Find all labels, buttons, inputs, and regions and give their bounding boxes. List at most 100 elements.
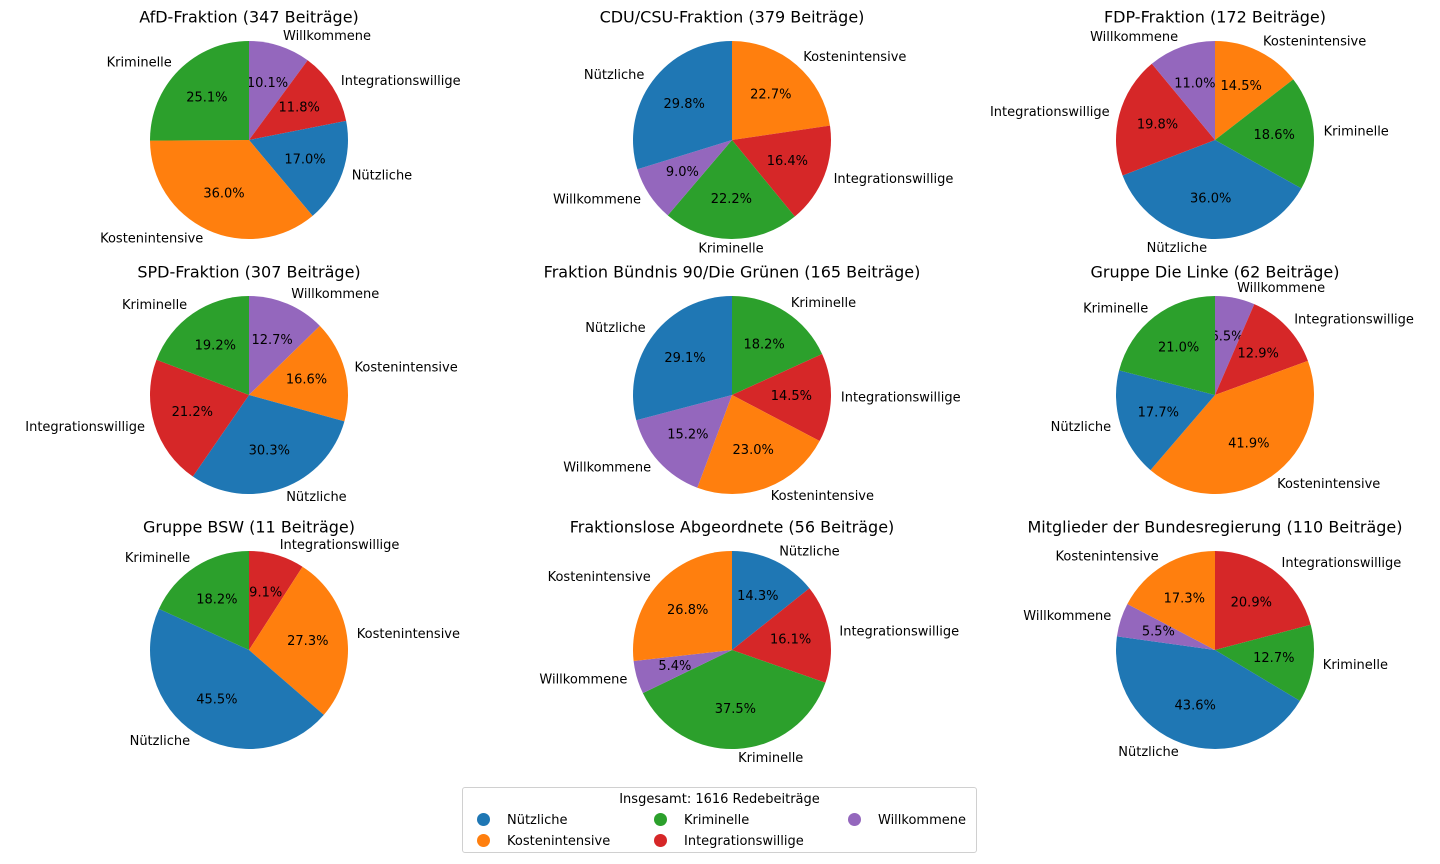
pie-chart-2: CDU/CSU-Fraktion (379 Beiträge) 22.7% Kost…: [553, 8, 953, 257]
legend-title: Insgesamt: 1616 Redebeiträge: [619, 792, 820, 807]
slice-category-label: Integrationswillige: [841, 391, 961, 406]
pie-chart-5: Fraktion Bündnis 90/Die Grünen (165 Beit…: [544, 263, 961, 505]
pie-slice-kostenintensive: [697, 395, 820, 495]
chart-title: Gruppe BSW (11 Beiträge): [143, 518, 355, 537]
legend-label: Willkommene: [878, 813, 966, 828]
slice-category-label: Nützliche: [779, 544, 840, 559]
pie-slice-nuetzliche: [150, 608, 324, 749]
chart-title: Fraktion Bündnis 90/Die Grünen (165 Beit…: [544, 263, 921, 282]
legend-label: Kriminelle: [684, 813, 750, 828]
slice-percent-label: 14.5%: [1221, 79, 1262, 94]
pie-slice-kriminelle: [156, 296, 249, 395]
slice-percent-label: 16.4%: [767, 154, 808, 169]
slice-percent-label: 18.2%: [743, 338, 784, 353]
slice-category-label: Willkommene: [553, 192, 641, 207]
slice-percent-label: 22.7%: [750, 88, 791, 103]
slice-category-label: Integrationswillige: [834, 172, 954, 187]
slice-category-label: Nützliche: [1051, 420, 1112, 435]
slice-category-label: Kostenintensive: [357, 627, 460, 642]
slice-percent-label: 22.2%: [711, 192, 752, 207]
legend-marker-willkommene: [848, 813, 861, 826]
slice-percent-label: 5.4%: [658, 659, 691, 674]
slice-percent-label: 36.0%: [1190, 192, 1231, 207]
pie-slice-integrationswillige: [249, 60, 347, 140]
slice-percent-label: 29.8%: [664, 97, 705, 112]
slice-percent-label: 11.8%: [279, 101, 320, 116]
slice-category-label: Nützliche: [1118, 745, 1179, 760]
pie-slice-kriminelle: [1215, 79, 1315, 189]
slice-category-label: Integrationswillige: [280, 538, 400, 553]
slice-percent-label: 17.3%: [1164, 592, 1205, 607]
slice-category-label: Kostenintensive: [1263, 35, 1366, 50]
slice-percent-label: 19.2%: [195, 339, 236, 354]
slice-percent-label: 18.6%: [1254, 128, 1295, 143]
chart-title: AfD-Fraktion (347 Beiträge): [139, 8, 359, 27]
legend-marker-integrationswillige: [654, 834, 667, 847]
chart-title: SPD-Fraktion (307 Beiträge): [137, 263, 360, 282]
pie-slice-kriminelle: [1215, 624, 1314, 701]
slice-category-label: Willkommene: [1237, 281, 1325, 296]
slice-category-label: Nützliche: [585, 321, 646, 336]
pie-slice-kostenintensive: [249, 566, 348, 715]
pie-slice-willkommene: [1151, 40, 1215, 140]
legend-marker-nuetzliche: [477, 813, 490, 826]
slice-category-label: Willkommene: [1023, 609, 1111, 624]
pie-slice-kriminelle: [158, 551, 249, 650]
pie-chart-4: SPD-Fraktion (307 Beiträge) 12.7% Willkomm…: [25, 263, 457, 505]
slice-category-label: Willkommene: [1090, 30, 1178, 45]
slice-percent-label: 10.1%: [247, 76, 288, 91]
pie-chart-6: Gruppe Die Linke (62 Beiträge) 6.5% Willko…: [1051, 263, 1414, 494]
slice-category-label: Willkommene: [539, 673, 627, 688]
slice-category-label: Kriminelle: [1323, 658, 1388, 673]
legend-item-kriminelle: Kriminelle: [654, 813, 749, 828]
slice-percent-label: 18.2%: [196, 593, 237, 608]
slice-category-label: Integrationswillige: [25, 420, 145, 435]
pie-slice-kostenintensive: [249, 325, 349, 422]
chart-title: Mitglieder der Bundesregierung (110 Beit…: [1028, 518, 1403, 537]
legend-marker-kriminelle: [654, 813, 667, 826]
slice-percent-label: 17.0%: [284, 152, 325, 167]
slice-category-label: Nützliche: [130, 734, 191, 749]
slice-category-label: Kriminelle: [107, 56, 172, 71]
pie-slice-willkommene: [1116, 603, 1215, 650]
slice-percent-label: 23.0%: [733, 443, 774, 458]
slice-percent-label: 25.1%: [186, 91, 227, 106]
pie-slice-willkommene: [637, 140, 732, 216]
pie-slice-integrationswillige: [249, 551, 303, 650]
slice-percent-label: 43.6%: [1175, 699, 1216, 714]
slice-category-label: Willkommene: [283, 29, 371, 44]
chart-title: FDP-Fraktion (172 Beiträge): [1104, 8, 1326, 27]
pie-slice-willkommene: [249, 41, 308, 140]
slice-percent-label: 15.2%: [667, 427, 708, 442]
pie-slice-nuetzliche: [732, 551, 810, 650]
pie-slice-kriminelle: [1119, 296, 1215, 395]
slice-category-label: Integrationswillige: [839, 624, 959, 639]
slice-category-label: Kriminelle: [1324, 125, 1389, 140]
slice-category-label: Kostenintensive: [355, 360, 458, 375]
pie-slice-integrationswillige: [732, 125, 832, 217]
slice-percent-label: 20.9%: [1231, 596, 1272, 611]
pie-slice-kostenintensive: [632, 551, 732, 662]
slice-category-label: Willkommene: [291, 287, 379, 302]
slice-category-label: Kostenintensive: [100, 231, 203, 246]
pie-slice-nuetzliche: [633, 296, 732, 421]
pie-slice-nuetzliche: [249, 120, 349, 216]
slice-category-label: Nützliche: [584, 68, 645, 83]
pie-slice-kriminelle: [667, 140, 795, 239]
chart-title: CDU/CSU-Fraktion (379 Beiträge): [600, 8, 865, 27]
pie-slice-integrationswillige: [1215, 551, 1311, 650]
pie-slice-kostenintensive: [732, 41, 830, 140]
slice-percent-label: 27.3%: [287, 634, 328, 649]
slice-category-label: Kriminelle: [738, 751, 803, 766]
pie-slice-willkommene: [633, 650, 732, 694]
legend-item-willkommene: Willkommene: [848, 813, 966, 828]
slice-category-label: Integrationswillige: [990, 105, 1110, 120]
slice-percent-label: 45.5%: [196, 693, 237, 708]
legend-label: Integrationswillige: [684, 834, 804, 849]
pie-slice-willkommene: [636, 395, 732, 488]
slice-category-label: Integrationswillige: [341, 74, 461, 89]
slice-percent-label: 21.0%: [1158, 341, 1199, 356]
legend-marker-kostenintensive: [477, 834, 490, 847]
slice-percent-label: 12.7%: [251, 333, 292, 348]
slice-percent-label: 19.8%: [1137, 117, 1178, 132]
